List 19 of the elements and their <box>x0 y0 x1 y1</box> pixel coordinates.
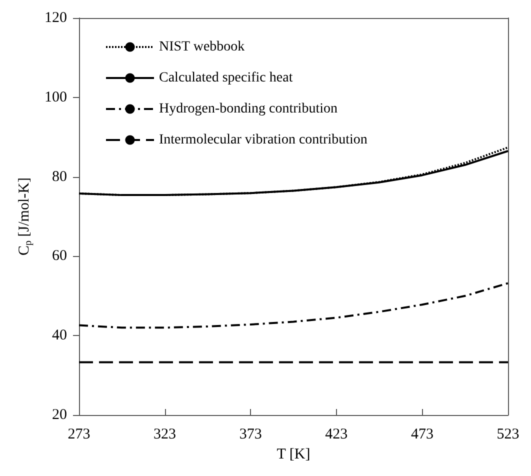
x-tick-label: 373 <box>239 426 262 442</box>
line-series <box>78 282 509 329</box>
y-tick-label: 20 <box>52 407 67 423</box>
x-axis-title: T [K] <box>276 446 310 462</box>
y-axis-title: Cp [J/mol-K] <box>16 178 34 256</box>
y-tick-label: 80 <box>52 168 67 185</box>
y-tick-label: 40 <box>52 328 67 344</box>
x-tick-label: 323 <box>154 426 176 442</box>
y-tick-label: 60 <box>52 248 67 264</box>
y-tick-label: 100 <box>44 89 67 106</box>
legend-label: NIST webbook <box>159 40 245 54</box>
x-tick-label: 273 <box>68 426 90 442</box>
y-tick-label: 120 <box>44 10 67 26</box>
legend-label: Hydrogen-bonding contribution <box>159 102 338 116</box>
x-tick-label: 423 <box>325 426 348 442</box>
x-tick-label: 523 <box>496 426 520 442</box>
legend-label: Intermolecular vibration contribution <box>159 132 368 148</box>
legend-label: Calculated specific heat <box>159 70 293 86</box>
x-tick-label: 473 <box>410 426 434 442</box>
